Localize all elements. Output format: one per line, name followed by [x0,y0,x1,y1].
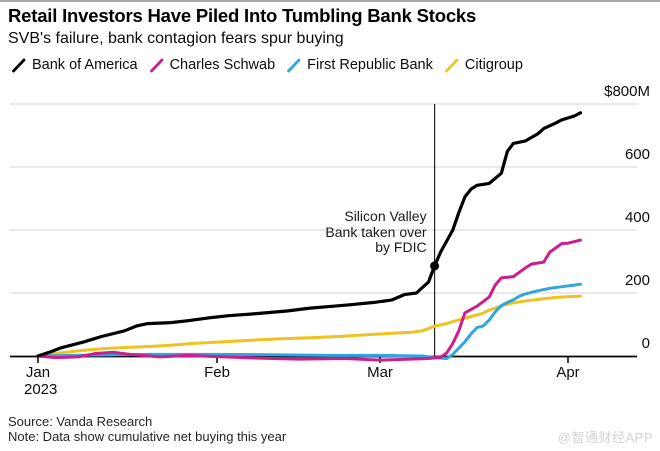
legend-item-charles-schwab: Charles Schwab [149,57,276,73]
series-line-charles-schwab [36,238,582,362]
line-swatch-icon [287,58,301,72]
legend: Bank of America Charles Schwab First Repub… [12,57,523,73]
y-axis-label-0: 0 [641,335,650,352]
x-axis-label-mar: Mar [367,364,393,381]
y-axis-label-200: 200 [624,272,650,289]
x-axis-label-feb: Feb [204,364,230,381]
x-axis-year-label: 2023 [24,381,58,398]
annotation-line: by FDIC [375,239,427,255]
line-swatch-icon [12,58,26,72]
legend-label: Charles Schwab [169,57,276,73]
chart-subtitle: SVB's failure, bank contagion fears spur… [8,30,344,47]
series-line-bank-of-america [36,111,583,358]
y-axis-label-600: 600 [624,146,650,163]
legend-item-citigroup: Citigroup [444,57,523,73]
legend-item-first-republic-bank: First Republic Bank [287,57,433,73]
y-axis-label-400: 400 [624,209,650,226]
x-axis-label-jan: Jan [25,364,51,381]
legend-label: Citigroup [464,57,523,73]
annotation-line: Silicon Valley [344,208,427,224]
legend-label: Bank of America [32,57,138,73]
legend-label: First Republic Bank [307,57,433,73]
svb-fdic-annotation: Silicon Valley Bank taken over by FDIC [325,208,427,256]
note-text: Note: Data show cumulative net buying th… [8,429,287,444]
fdic-event-dot [430,261,440,271]
annotation-line: Bank taken over [325,223,427,240]
source-text: Source: Vanda Research [8,414,153,429]
watermark: @智通财经APP [557,430,653,445]
y-axis-label-800: $800M [604,83,650,100]
top-border [0,0,660,2]
series-line-citigroup [36,294,582,358]
line-swatch-icon [444,58,459,72]
chart-title: Retail Investors Have Piled Into Tumblin… [8,5,477,26]
legend-item-bank-of-america: Bank of America [12,57,138,73]
x-axis-label-apr: Apr [556,364,580,381]
line-swatch-icon [149,58,163,72]
series-line-first-republic-bank [36,282,582,360]
